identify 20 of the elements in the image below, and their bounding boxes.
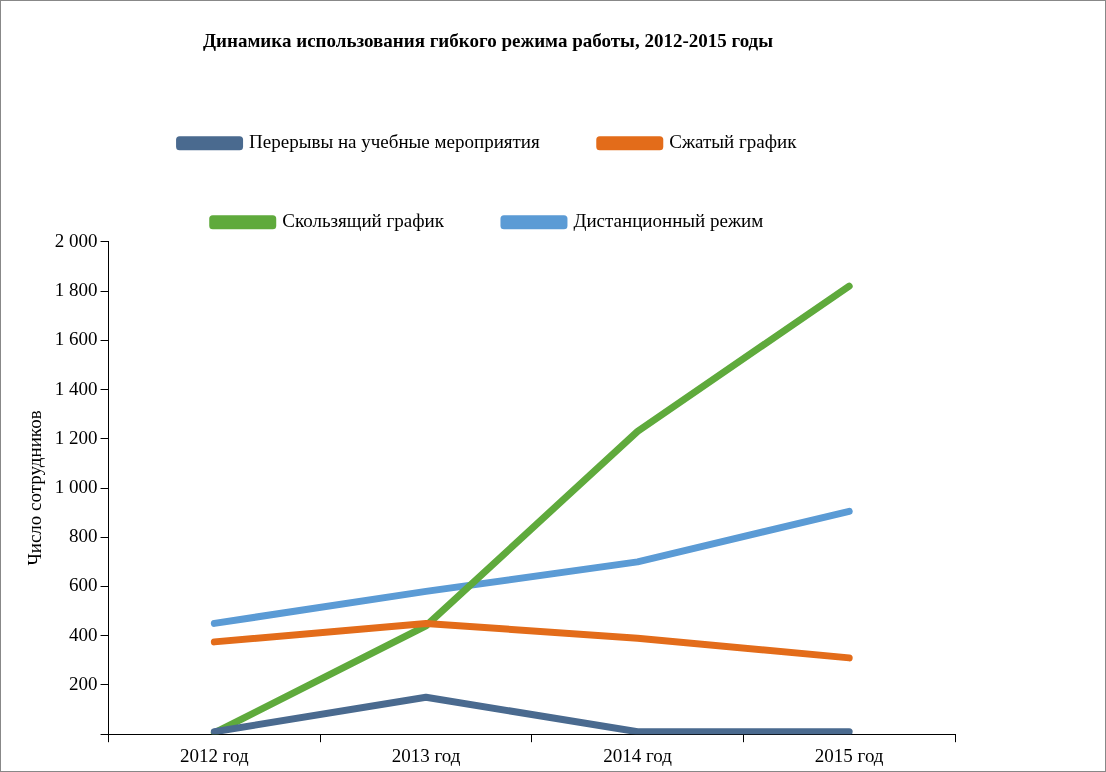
- legend-label: Дистанционный режим: [573, 210, 764, 232]
- x-tick-label: 2013 год: [391, 744, 461, 766]
- x-tick-label: 2015 год: [814, 744, 884, 766]
- chart-title: Динамика использования гибкого режима работы, 2012-2015 годы: [202, 30, 774, 52]
- y-tick-label: 1 400: [54, 377, 98, 399]
- y-tick-label: 600: [69, 574, 98, 596]
- y-axis-title: Число сотрудников: [24, 410, 46, 566]
- y-tick-label: 1 600: [54, 328, 98, 350]
- legend-label: Скользящий график: [282, 210, 445, 232]
- y-tick-label: 400: [69, 623, 98, 645]
- y-tick-label: 2 000: [54, 229, 98, 251]
- legend-label: Перерывы на учебные мероприятия: [249, 131, 541, 153]
- x-tick-label: 2012 год: [180, 744, 250, 766]
- y-tick-label: 1 000: [54, 475, 98, 497]
- x-tick-label: 2014 год: [603, 744, 673, 766]
- y-tick-label: 200: [69, 672, 98, 694]
- y-tick-label: 1 200: [54, 426, 98, 448]
- y-tick-label: 800: [69, 525, 98, 547]
- y-tick-label: 1 800: [54, 279, 98, 301]
- legend-label: Сжатый график: [669, 131, 798, 153]
